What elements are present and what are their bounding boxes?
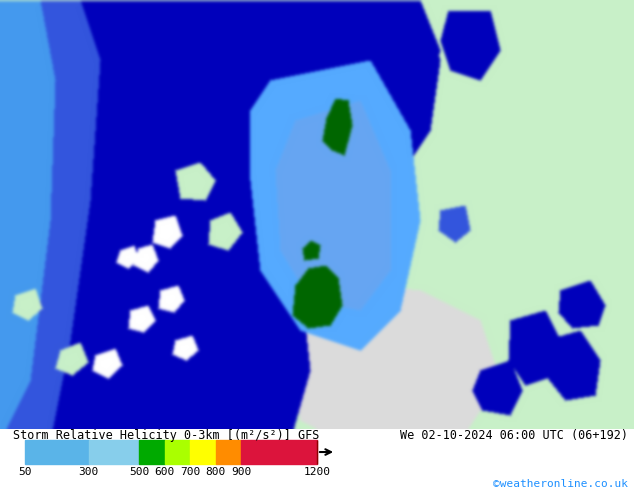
Text: 600: 600 (155, 466, 175, 477)
Bar (25, 440, 89, 465)
Bar (165, 440, 190, 465)
Text: We 02-10-2024 06:00 UTC (06+192): We 02-10-2024 06:00 UTC (06+192) (399, 429, 628, 442)
Text: 1200: 1200 (304, 466, 330, 477)
Text: 800: 800 (205, 466, 226, 477)
Bar (190, 440, 216, 465)
Text: 50: 50 (18, 466, 32, 477)
Bar (216, 440, 241, 465)
Bar (89, 440, 139, 465)
Text: ©weatheronline.co.uk: ©weatheronline.co.uk (493, 479, 628, 489)
Text: 900: 900 (231, 466, 251, 477)
Text: Storm Relative Helicity 0-3km [(m²/s²)] GFS: Storm Relative Helicity 0-3km [(m²/s²)] … (13, 429, 319, 442)
Text: 700: 700 (180, 466, 200, 477)
Bar (241, 440, 317, 465)
Text: 500: 500 (129, 466, 150, 477)
Text: 300: 300 (79, 466, 99, 477)
Bar (139, 440, 165, 465)
